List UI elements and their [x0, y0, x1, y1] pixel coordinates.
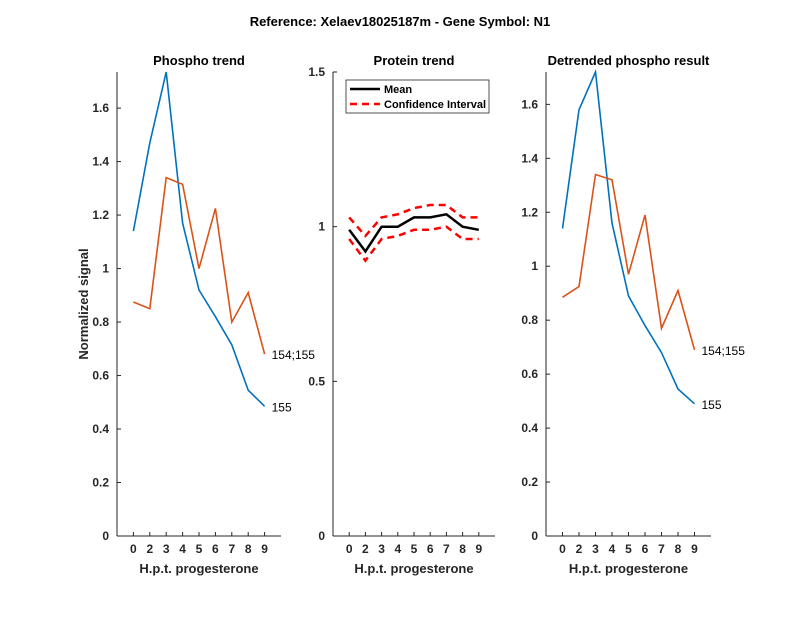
series-line-confidence-interval	[348, 225, 479, 263]
y-tick-label: 1.4	[92, 155, 109, 169]
series-end-label: 155	[702, 398, 722, 412]
legend-entry: Confidence Interval	[384, 99, 486, 111]
x-tick-label: 4	[179, 542, 186, 556]
figure-title: Reference: Xelaev18025187m - Gene Symbol…	[250, 14, 551, 29]
x-tick-label: 7	[228, 542, 235, 556]
x-tick-label: 3	[592, 542, 599, 556]
x-tick-label: 9	[691, 542, 698, 556]
x-tick-label: 2	[576, 542, 583, 556]
y-tick-label: 0	[318, 529, 325, 543]
y-tick-label: 0.2	[92, 476, 109, 490]
x-tick-label: 4	[394, 542, 401, 556]
x-tick-label: 5	[625, 542, 632, 556]
x-tick-label: 6	[212, 542, 219, 556]
x-tick-label: 0	[559, 542, 566, 556]
series-line-mean	[348, 212, 480, 254]
x-axis-label: H.p.t. progesterone	[569, 561, 688, 576]
series-line-154-155	[133, 176, 266, 355]
y-tick-label: 0.8	[521, 313, 538, 327]
y-tick-label: 0.4	[92, 422, 109, 436]
x-tick-label: 7	[443, 542, 450, 556]
x-tick-label: 2	[146, 542, 153, 556]
chart-title: Detrended phospho result	[548, 53, 710, 68]
x-tick-label: 0	[346, 542, 353, 556]
x-tick-label: 8	[245, 542, 252, 556]
x-tick-label: 6	[642, 542, 649, 556]
y-tick-label: 0.2	[521, 475, 538, 489]
x-tick-label: 5	[196, 542, 203, 556]
y-tick-label: 0.6	[521, 367, 538, 381]
y-tick-label: 1.6	[521, 97, 538, 111]
series-line-155	[132, 71, 266, 407]
x-tick-label: 9	[261, 542, 268, 556]
legend-box	[345, 79, 490, 114]
y-tick-label: 0	[102, 529, 109, 543]
y-tick-label: 0.6	[92, 369, 109, 383]
y-tick-label: 0.5	[308, 374, 325, 388]
y-tick-label: 1	[531, 259, 538, 273]
x-tick-label: 8	[459, 542, 466, 556]
x-tick-label: 2	[362, 542, 369, 556]
series-line-155	[561, 68, 696, 405]
y-tick-label: 1.2	[92, 208, 109, 222]
x-tick-label: 3	[163, 542, 170, 556]
x-tick-label: 9	[475, 542, 482, 556]
x-tick-label: 7	[658, 542, 665, 556]
series-end-label: 154;155	[272, 348, 316, 362]
x-tick-label: 4	[609, 542, 616, 556]
x-tick-label: 5	[411, 542, 418, 556]
y-tick-label: 1.2	[521, 205, 538, 219]
x-tick-label: 8	[675, 542, 682, 556]
y-tick-label: 1.6	[92, 101, 109, 115]
x-axis-label: H.p.t. progesterone	[354, 561, 473, 576]
x-tick-label: 6	[427, 542, 434, 556]
series-line-154-155	[562, 173, 696, 351]
x-tick-label: 0	[130, 542, 137, 556]
x-tick-label: 3	[378, 542, 385, 556]
y-tick-label: 1.5	[308, 65, 325, 79]
y-tick-label: 1.4	[521, 151, 538, 165]
y-tick-label: 1	[102, 262, 109, 276]
legend: Mean Confidence Interval	[345, 79, 490, 114]
series-line-confidence-interval	[348, 203, 479, 238]
y-axis-label: Normalized signal	[76, 248, 91, 359]
series-end-label: 155	[272, 400, 292, 414]
y-tick-label: 0	[531, 529, 538, 543]
legend-entry: Mean	[384, 84, 412, 96]
y-tick-label: 1	[318, 220, 325, 234]
series-end-label: 154;155	[702, 344, 746, 358]
chart-title: Phospho trend	[153, 53, 245, 68]
y-tick-label: 0.8	[92, 315, 109, 329]
x-axis-label: H.p.t. progesterone	[139, 561, 258, 576]
chart-title: Protein trend	[374, 53, 455, 68]
y-tick-label: 0.4	[521, 421, 538, 435]
